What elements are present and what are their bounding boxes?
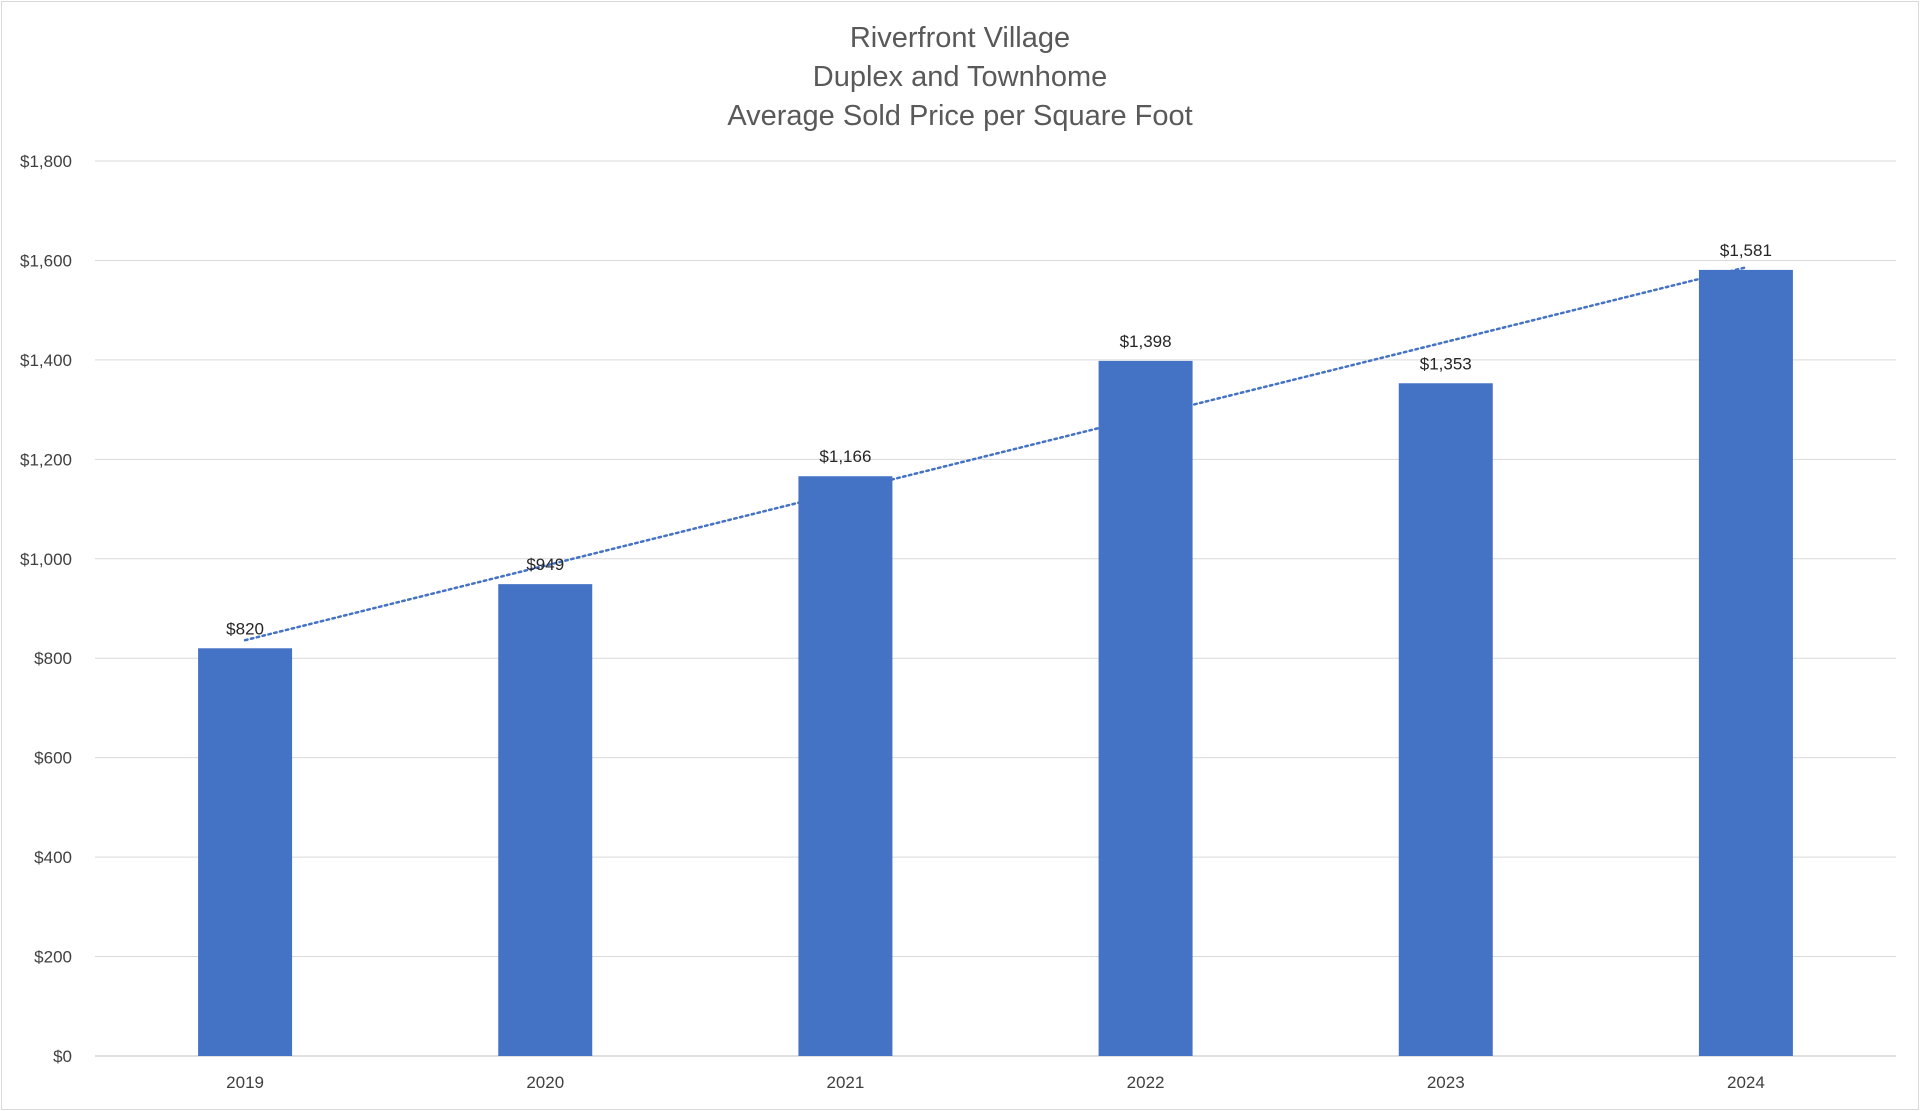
bar <box>498 584 593 1056</box>
data-label: $1,581 <box>1720 241 1772 260</box>
bar <box>1698 269 1793 1056</box>
chart-title: Riverfront Village Duplex and Townhome A… <box>727 22 1192 132</box>
y-axis-tick-labels: $0 $200 $400 $600 $800 $1,000 $1,200 $1,400 $1,6… <box>20 152 72 1066</box>
gridlines <box>95 160 1896 1057</box>
bar <box>798 476 893 1056</box>
chart-title-line-1: Riverfront Village <box>850 22 1070 54</box>
bar <box>1398 383 1493 1057</box>
chart-title-line-3: Average Sold Price per Square Foot <box>727 100 1192 132</box>
trendline-group <box>243 266 1748 642</box>
x-tick-label: 2019 <box>226 1073 264 1092</box>
y-tick-label: $1,800 <box>20 152 72 171</box>
y-tick-label: $200 <box>34 948 72 967</box>
x-axis-tick-labels: 2019 2020 2021 2022 2023 2024 <box>226 1073 1765 1092</box>
x-tick-label: 2022 <box>1127 1073 1165 1092</box>
y-tick-label: $600 <box>34 749 72 768</box>
y-tick-label: $1,600 <box>20 251 72 270</box>
data-label: $949 <box>526 555 564 574</box>
x-tick-label: 2024 <box>1727 1073 1765 1092</box>
x-tick-label: 2021 <box>827 1073 865 1092</box>
data-label: $1,166 <box>819 447 871 466</box>
bar <box>198 648 293 1056</box>
y-tick-label: $0 <box>53 1047 72 1066</box>
x-tick-label: 2023 <box>1427 1073 1465 1092</box>
y-tick-label: $1,400 <box>20 351 72 370</box>
chart-title-line-2: Duplex and Townhome <box>813 61 1108 93</box>
data-label: $1,398 <box>1120 332 1172 351</box>
y-tick-label: $1,000 <box>20 550 72 569</box>
x-tick-label: 2020 <box>526 1073 564 1092</box>
y-tick-label: $1,200 <box>20 450 72 469</box>
data-label: $1,353 <box>1420 354 1472 373</box>
trendline <box>243 266 1748 642</box>
y-tick-label: $800 <box>34 649 72 668</box>
data-labels: $820 $949 $1,166 $1,398 $1,353 $1,581 <box>226 241 1772 638</box>
bar <box>1098 360 1193 1057</box>
bars <box>198 269 1793 1057</box>
y-tick-label: $400 <box>34 848 72 867</box>
data-label: $820 <box>226 619 264 638</box>
